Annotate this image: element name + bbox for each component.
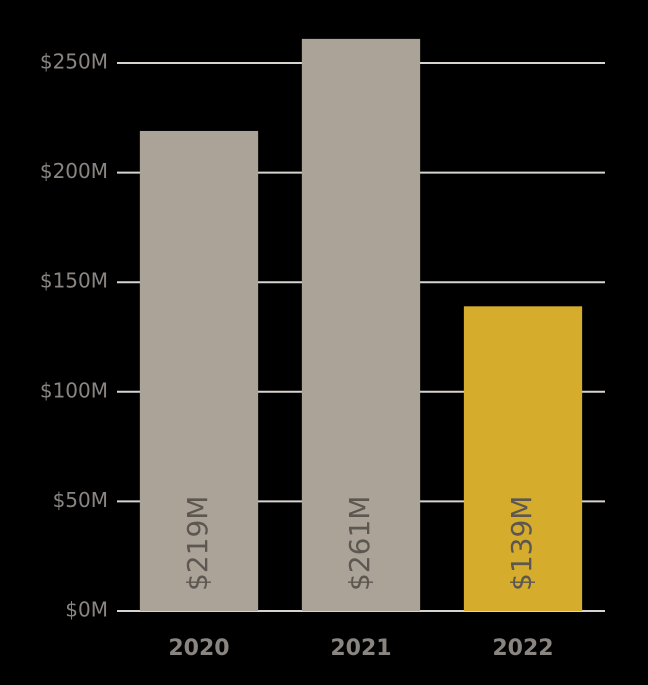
bar (463, 306, 583, 611)
value-label: $139M (505, 496, 538, 591)
y-tick-label: $200M (40, 159, 108, 183)
value-label: $261M (343, 496, 376, 591)
y-tick-label: $0M (65, 598, 108, 622)
x-tick-label: 2021 (330, 636, 391, 661)
y-tick-label: $100M (40, 378, 108, 402)
y-tick-label: $50M (53, 488, 108, 512)
value-label: $219M (181, 496, 214, 591)
x-tick-label: 2020 (168, 636, 229, 661)
x-tick-label: 2022 (492, 636, 553, 661)
bar (139, 130, 259, 611)
bar (301, 38, 421, 611)
y-tick-label: $250M (40, 50, 108, 74)
y-tick-label: $150M (40, 269, 108, 293)
